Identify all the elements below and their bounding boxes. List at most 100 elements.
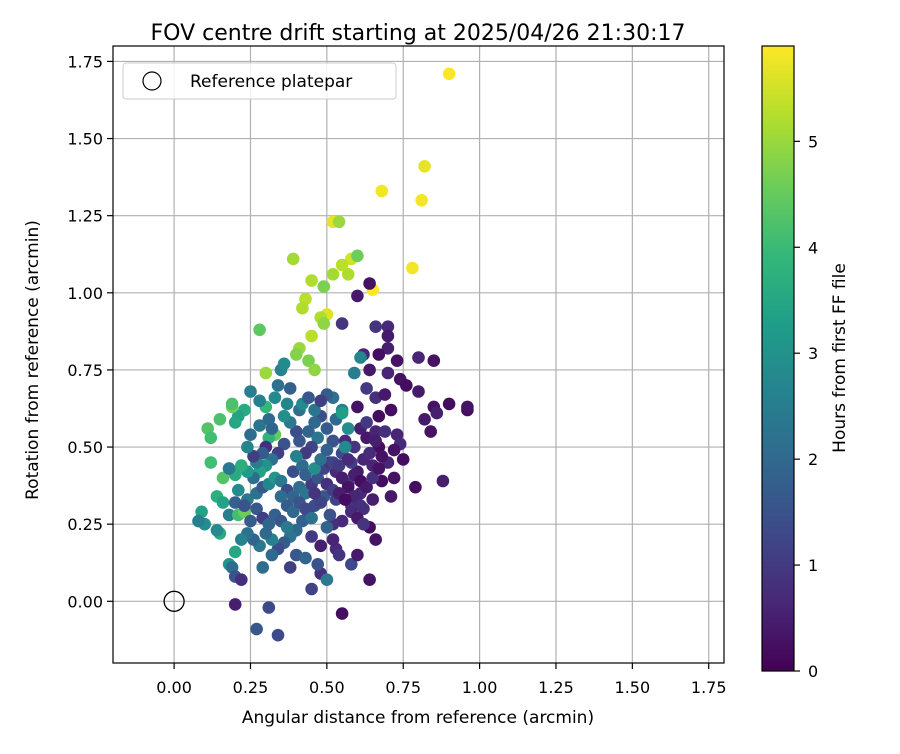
data-point	[363, 277, 376, 290]
colorbar-tick-label: 4	[808, 238, 818, 257]
data-point	[274, 474, 288, 488]
data-point	[228, 416, 242, 429]
data-point	[280, 397, 294, 411]
data-point	[338, 440, 352, 454]
data-point	[369, 425, 383, 438]
data-point	[241, 440, 254, 454]
data-point	[345, 558, 358, 571]
data-point	[348, 366, 361, 380]
data-point	[280, 521, 294, 534]
data-point	[351, 249, 364, 263]
data-point	[363, 446, 376, 460]
data-point	[210, 524, 224, 537]
data-point	[384, 490, 398, 503]
data-point	[335, 471, 349, 485]
data-point	[204, 431, 218, 445]
data-point	[406, 261, 419, 275]
data-point	[238, 499, 251, 512]
data-point	[409, 480, 422, 494]
y-tick-label: 1.00	[67, 284, 103, 303]
data-point	[387, 471, 401, 485]
x-tick-label: 1.75	[691, 678, 727, 697]
data-point	[360, 382, 373, 395]
colorbar-gradient	[761, 45, 795, 672]
x-axis-ticks: 0.00 0.25 0.50 0.75 1.00 1.25 1.50 1.75	[156, 663, 727, 697]
data-point	[192, 514, 205, 528]
data-point	[302, 425, 315, 438]
data-point	[341, 422, 355, 435]
data-point	[244, 428, 257, 442]
data-point	[225, 397, 239, 411]
data-point	[290, 348, 303, 361]
data-point	[204, 456, 218, 469]
data-point	[335, 406, 349, 420]
data-point	[265, 548, 279, 562]
data-point	[415, 194, 428, 207]
data-point	[369, 533, 383, 546]
colorbar-tick-label: 5	[808, 132, 818, 151]
data-point	[387, 443, 401, 457]
data-point	[357, 517, 370, 531]
data-point	[311, 558, 325, 571]
reference-point	[163, 590, 185, 612]
data-point	[317, 317, 331, 330]
data-point	[378, 388, 392, 401]
data-point	[299, 468, 312, 482]
data-point	[308, 487, 321, 500]
data-point	[381, 366, 395, 380]
data-point	[332, 548, 346, 562]
data-point	[320, 521, 334, 534]
data-point	[262, 601, 276, 614]
data-point	[305, 582, 318, 596]
data-point	[271, 628, 285, 642]
data-point	[232, 483, 245, 497]
x-tick-label: 0.25	[233, 678, 269, 697]
y-tick-label: 0.50	[67, 438, 103, 457]
data-point	[335, 258, 349, 272]
data-point	[381, 342, 395, 355]
data-point	[320, 573, 334, 586]
data-point	[268, 391, 282, 405]
data-point	[363, 363, 376, 377]
data-point	[250, 622, 263, 636]
data-point	[351, 289, 364, 303]
data-point	[354, 351, 367, 364]
data-point	[360, 480, 373, 494]
legend-label: Reference platepar	[190, 72, 352, 92]
data-point	[222, 462, 236, 475]
data-point	[283, 561, 297, 574]
data-point	[247, 450, 260, 463]
data-point	[354, 499, 367, 512]
data-point	[430, 406, 444, 420]
data-point	[277, 437, 291, 451]
data-point	[332, 215, 346, 229]
data-point	[424, 425, 438, 438]
y-axis-label: Rotation from reference (arcmin)	[23, 220, 43, 500]
data-point	[299, 487, 312, 500]
data-point	[338, 493, 352, 506]
data-point	[314, 394, 328, 408]
reference-marker	[163, 590, 185, 612]
data-point	[390, 354, 404, 368]
data-point	[290, 450, 303, 463]
data-point	[396, 453, 410, 466]
x-tick-label: 1.00	[462, 678, 498, 697]
data-point	[442, 67, 456, 81]
data-point	[381, 320, 395, 334]
data-point	[235, 573, 248, 586]
data-point	[265, 422, 279, 435]
data-point	[235, 459, 248, 472]
x-tick-label: 0.50	[309, 678, 345, 697]
data-point	[372, 409, 386, 423]
data-point	[277, 409, 291, 423]
data-point	[326, 533, 340, 546]
y-tick-label: 0.00	[67, 592, 103, 611]
y-tick-label: 1.50	[67, 130, 103, 149]
data-point	[369, 320, 383, 334]
data-point	[253, 419, 266, 432]
data-point	[213, 413, 227, 426]
data-point	[436, 474, 450, 488]
data-point	[320, 443, 334, 457]
data-point	[286, 252, 300, 266]
